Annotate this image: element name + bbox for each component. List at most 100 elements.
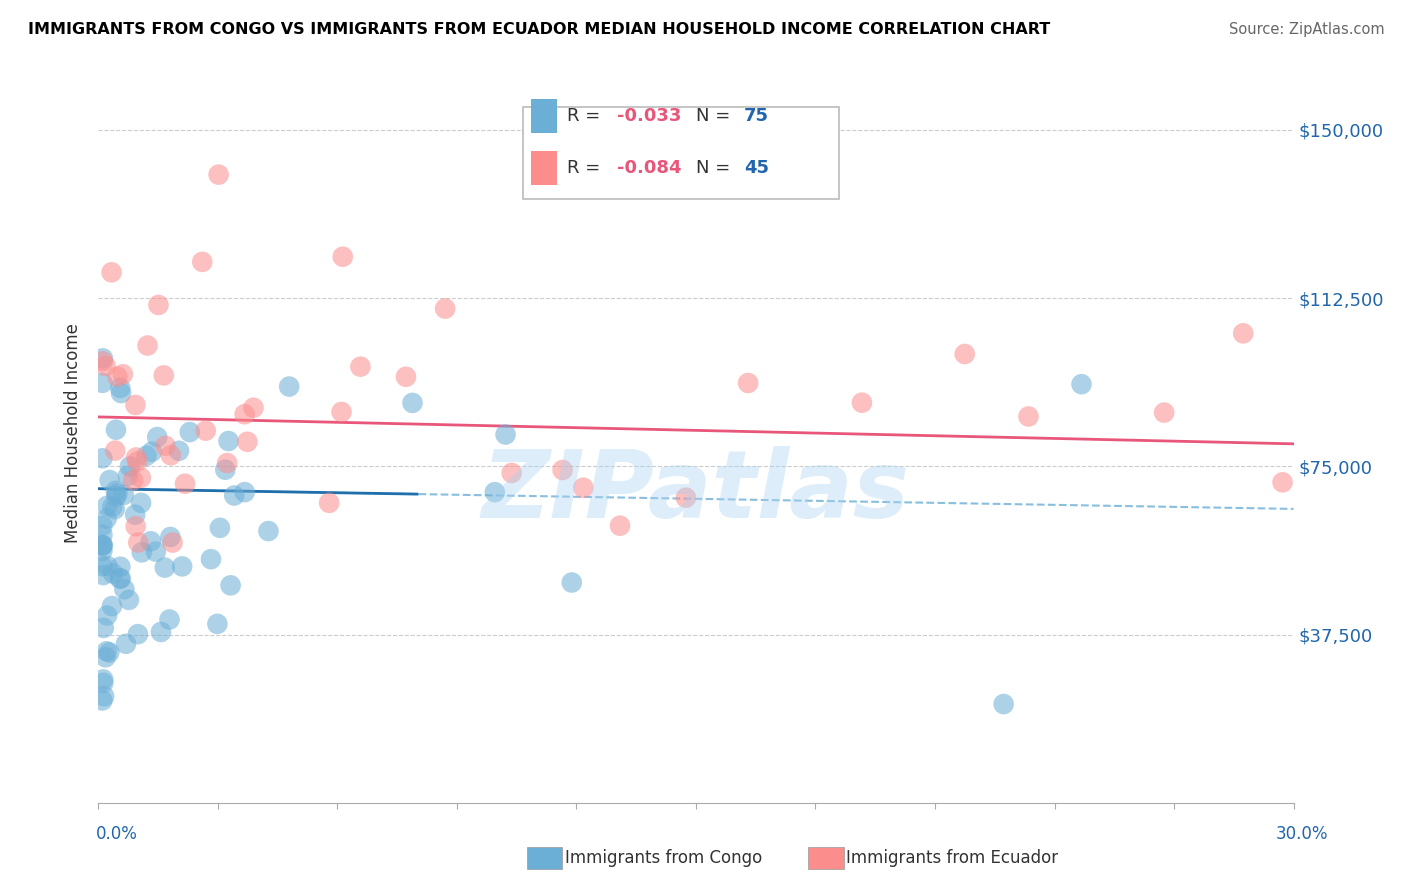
Immigrants from Congo	[105, 487, 128, 501]
Text: -0.084: -0.084	[617, 159, 682, 177]
Immigrants from Congo	[112, 582, 135, 597]
Immigrants from Congo	[91, 559, 114, 574]
Immigrants from Ecuador	[318, 496, 340, 510]
Immigrants from Congo	[91, 539, 114, 553]
Text: N =: N =	[696, 107, 735, 125]
Immigrants from Congo	[96, 644, 118, 658]
Text: 45: 45	[744, 159, 769, 177]
Immigrants from Congo	[96, 558, 118, 573]
Immigrants from Congo	[91, 528, 114, 542]
Immigrants from Congo	[139, 534, 162, 549]
Immigrants from Congo	[93, 621, 115, 635]
FancyBboxPatch shape	[523, 107, 839, 200]
Immigrants from Congo	[127, 627, 149, 641]
Immigrants from Congo	[94, 650, 117, 665]
Immigrants from Ecuador	[127, 454, 149, 468]
Immigrants from Congo	[484, 485, 506, 500]
Immigrants from Congo	[96, 511, 118, 525]
Immigrants from Ecuador	[332, 250, 354, 264]
Immigrants from Congo	[218, 434, 240, 448]
Immigrants from Congo	[112, 488, 135, 502]
Immigrants from Congo	[1070, 377, 1092, 392]
Immigrants from Ecuador	[1153, 406, 1175, 420]
Immigrants from Congo	[993, 697, 1015, 711]
Immigrants from Ecuador	[349, 359, 371, 374]
Immigrants from Ecuador	[953, 347, 976, 361]
Immigrants from Ecuador	[434, 301, 457, 316]
Immigrants from Congo	[141, 444, 163, 458]
Immigrants from Congo	[98, 473, 121, 487]
Immigrants from Ecuador	[122, 473, 145, 487]
Immigrants from Ecuador	[124, 519, 146, 533]
Immigrants from Congo	[118, 459, 141, 474]
Immigrants from Congo	[101, 599, 124, 613]
Immigrants from Congo	[135, 449, 157, 463]
Immigrants from Ecuador	[104, 443, 127, 458]
Immigrants from Ecuador	[501, 466, 523, 480]
Immigrants from Congo	[91, 693, 114, 707]
Immigrants from Ecuador	[1271, 475, 1294, 490]
Immigrants from Congo	[91, 538, 114, 552]
Immigrants from Congo	[91, 518, 114, 533]
Immigrants from Ecuador	[129, 471, 152, 485]
Immigrants from Ecuador	[242, 401, 264, 415]
Text: R =: R =	[567, 159, 606, 177]
Immigrants from Ecuador	[162, 535, 184, 549]
Immigrants from Congo	[257, 524, 280, 538]
Immigrants from Ecuador	[236, 434, 259, 449]
Immigrants from Congo	[105, 490, 128, 504]
Immigrants from Ecuador	[174, 476, 197, 491]
Immigrants from Ecuador	[572, 481, 595, 495]
Text: Source: ZipAtlas.com: Source: ZipAtlas.com	[1229, 22, 1385, 37]
Immigrants from Ecuador	[124, 398, 146, 412]
Immigrants from Congo	[91, 675, 114, 690]
Immigrants from Congo	[108, 572, 131, 586]
Immigrants from Congo	[110, 572, 132, 586]
Immigrants from Ecuador	[1232, 326, 1254, 341]
Immigrants from Congo	[91, 543, 114, 558]
Immigrants from Congo	[200, 552, 222, 566]
Immigrants from Ecuador	[217, 456, 239, 470]
Immigrants from Ecuador	[155, 439, 177, 453]
Immigrants from Congo	[179, 425, 201, 439]
Immigrants from Ecuador	[100, 265, 122, 279]
Immigrants from Congo	[167, 443, 190, 458]
Immigrants from Congo	[401, 396, 423, 410]
Immigrants from Ecuador	[125, 450, 148, 465]
Immigrants from Congo	[278, 379, 301, 393]
Immigrants from Congo	[561, 575, 583, 590]
Immigrants from Congo	[96, 499, 118, 513]
Immigrants from Ecuador	[851, 395, 873, 409]
Bar	[531, 152, 557, 185]
Immigrants from Congo	[104, 483, 127, 498]
Immigrants from Ecuador	[94, 359, 117, 373]
Text: 75: 75	[744, 107, 769, 125]
Immigrants from Congo	[129, 496, 152, 510]
Text: ZIPatlas: ZIPatlas	[482, 446, 910, 538]
Immigrants from Ecuador	[395, 369, 418, 384]
Immigrants from Ecuador	[207, 168, 229, 182]
Immigrants from Congo	[91, 568, 114, 582]
Immigrants from Ecuador	[233, 407, 256, 421]
Immigrants from Congo	[146, 430, 169, 444]
Immigrants from Congo	[208, 521, 231, 535]
Immigrants from Ecuador	[148, 298, 170, 312]
Text: R =: R =	[567, 107, 606, 125]
Immigrants from Congo	[96, 608, 118, 623]
Immigrants from Congo	[104, 423, 127, 437]
Text: IMMIGRANTS FROM CONGO VS IMMIGRANTS FROM ECUADOR MEDIAN HOUSEHOLD INCOME CORRELA: IMMIGRANTS FROM CONGO VS IMMIGRANTS FROM…	[28, 22, 1050, 37]
Immigrants from Ecuador	[111, 368, 134, 382]
Immigrants from Ecuador	[330, 405, 353, 419]
Immigrants from Congo	[91, 351, 114, 366]
Immigrants from Congo	[101, 500, 124, 514]
Immigrants from Congo	[93, 690, 115, 704]
Immigrants from Congo	[214, 463, 236, 477]
Text: -0.033: -0.033	[617, 107, 682, 125]
Immigrants from Congo	[91, 539, 114, 553]
Y-axis label: Median Household Income: Median Household Income	[65, 323, 83, 542]
Immigrants from Congo	[145, 544, 167, 558]
Immigrants from Ecuador	[105, 369, 128, 384]
Immigrants from Congo	[233, 485, 256, 500]
Immigrants from Congo	[117, 469, 139, 483]
Immigrants from Congo	[219, 578, 242, 592]
